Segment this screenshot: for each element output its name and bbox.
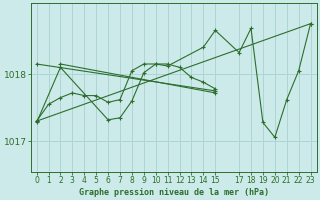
X-axis label: Graphe pression niveau de la mer (hPa): Graphe pression niveau de la mer (hPa)	[79, 188, 268, 197]
